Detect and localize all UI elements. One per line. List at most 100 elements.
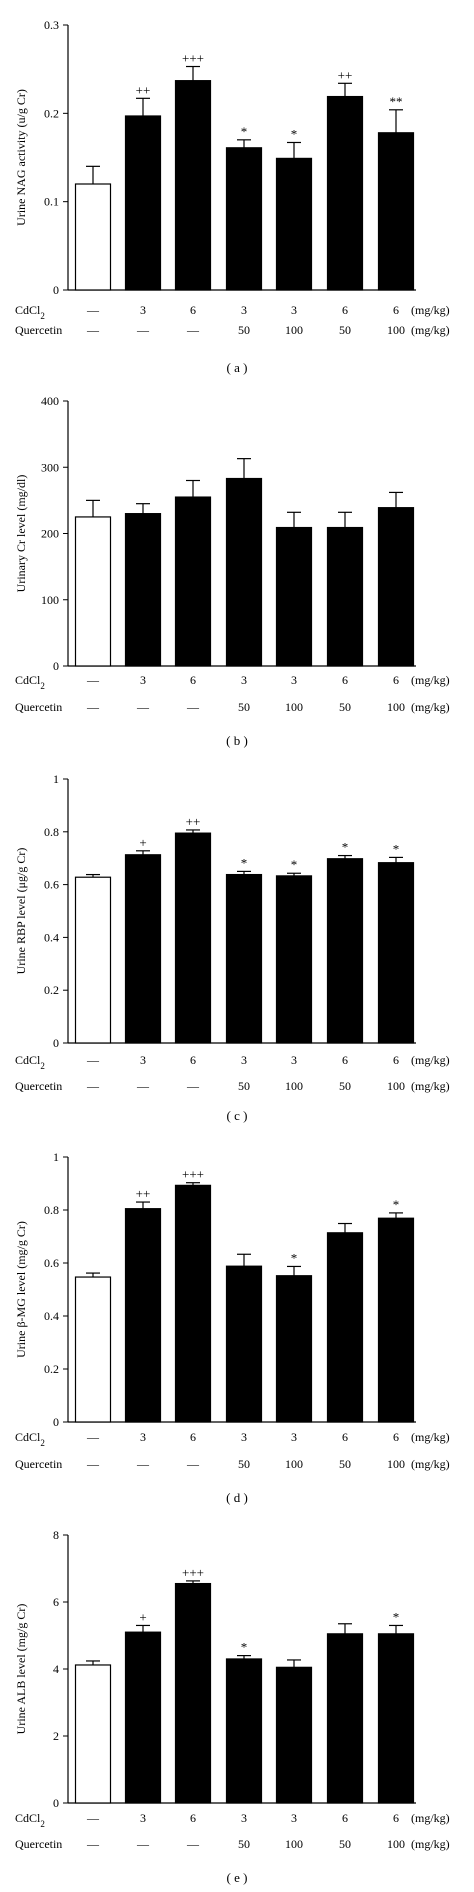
quercetin-unit: (mg/kg) <box>411 1837 450 1851</box>
significance-mark: * <box>241 124 248 139</box>
quercetin-unit: (mg/kg) <box>411 1079 450 1093</box>
bar <box>174 1582 212 1804</box>
bar <box>124 854 162 1044</box>
y-tick-label: 0 <box>53 1036 59 1050</box>
quercetin-dose: — <box>186 323 200 337</box>
cdcl2-dose: 6 <box>393 673 399 687</box>
bar <box>124 1631 162 1804</box>
quercetin-dose: — <box>136 323 150 337</box>
quercetin-dose: 100 <box>387 1079 405 1093</box>
y-axis-label: Urinary Cr level (mg/dl) <box>14 475 28 593</box>
bar <box>124 513 162 667</box>
chart-panel-2: 0 100 200 300 400 Urinary Cr level (mg/dl) CdC… <box>14 394 450 748</box>
y-tick-label: 0.2 <box>44 983 59 997</box>
significance-mark: * <box>393 1197 400 1212</box>
quercetin-dose: 50 <box>238 323 250 337</box>
quercetin-dose: — <box>186 1837 200 1851</box>
cdcl2-dose: 6 <box>342 1430 348 1444</box>
cdcl2-row-label: CdCl2 <box>15 303 45 321</box>
y-tick-label: 0.6 <box>44 1256 59 1270</box>
y-tick-label: 0 <box>53 1796 59 1810</box>
significance-mark: ++ <box>186 814 201 829</box>
bar <box>275 526 313 667</box>
cdcl2-dose: 6 <box>342 303 348 317</box>
y-tick-label: 0.2 <box>44 1362 59 1376</box>
cdcl2-unit: (mg/kg) <box>411 303 450 317</box>
bar <box>275 875 313 1044</box>
bar <box>124 1208 162 1423</box>
y-tick-label: 8 <box>53 1528 59 1542</box>
quercetin-dose: 50 <box>339 1079 351 1093</box>
quercetin-dose: 50 <box>339 1837 351 1851</box>
bar <box>225 477 263 667</box>
quercetin-dose: 50 <box>339 1457 351 1471</box>
y-tick-label: 0 <box>53 659 59 673</box>
chart-panel-3: 0 0.2 0.4 0.6 0.8 1 Urine RBP level (μg/g Cr) +… <box>14 772 450 1123</box>
significance-mark: ++ <box>338 67 353 82</box>
significance-mark: * <box>393 1609 400 1624</box>
quercetin-dose: 100 <box>285 1457 303 1471</box>
cdcl2-unit: (mg/kg) <box>411 673 450 687</box>
quercetin-row-label: Quercetin <box>15 1837 62 1851</box>
significance-mark: * <box>291 126 298 141</box>
cdcl2-dose: 3 <box>140 303 146 317</box>
y-axis-label: Urine ALB level (mg/g Cr) <box>14 1604 28 1735</box>
cdcl2-dose: — <box>86 1430 100 1444</box>
y-tick-label: 0.4 <box>44 930 59 944</box>
y-tick-label: 0 <box>53 283 59 297</box>
significance-mark: ++ <box>136 82 151 97</box>
quercetin-dose: 100 <box>285 1837 303 1851</box>
quercetin-dose: — <box>86 1457 100 1471</box>
y-tick-label: 1 <box>53 772 59 786</box>
cdcl2-dose: 6 <box>190 1053 196 1067</box>
significance-mark: +++ <box>182 1167 204 1182</box>
quercetin-dose: — <box>186 1079 200 1093</box>
bar <box>326 526 364 667</box>
panel-label: ( a ) <box>227 360 248 375</box>
bar <box>74 1276 112 1423</box>
bar <box>124 115 162 291</box>
quercetin-row-label: Quercetin <box>15 1457 62 1471</box>
quercetin-row-label: Quercetin <box>15 700 62 714</box>
quercetin-dose: 100 <box>387 323 405 337</box>
quercetin-dose: — <box>186 700 200 714</box>
bar <box>174 1184 212 1423</box>
y-axis-label: Urine β-MG level (mg/g Cr) <box>14 1221 28 1358</box>
cdcl2-dose: 6 <box>393 1053 399 1067</box>
cdcl2-dose: — <box>86 1053 100 1067</box>
cdcl2-row-label: CdCl2 <box>15 673 45 691</box>
panel-label: ( b ) <box>226 733 248 748</box>
cdcl2-row-label: CdCl2 <box>15 1430 45 1448</box>
quercetin-dose: 100 <box>387 1457 405 1471</box>
y-tick-label: 0.6 <box>44 878 59 892</box>
significance-mark: * <box>291 857 298 872</box>
bar <box>326 1633 364 1804</box>
cdcl2-dose: — <box>86 673 100 687</box>
cdcl2-dose: 3 <box>140 1430 146 1444</box>
y-tick-label: 0 <box>53 1415 59 1429</box>
bar <box>74 876 112 1044</box>
cdcl2-dose: 6 <box>342 1811 348 1825</box>
y-axis-label: Urine RBP level (μg/g Cr) <box>14 848 28 975</box>
quercetin-dose: — <box>86 323 100 337</box>
quercetin-dose: 50 <box>238 700 250 714</box>
bar <box>225 1265 263 1423</box>
cdcl2-unit: (mg/kg) <box>411 1811 450 1825</box>
quercetin-dose: 50 <box>339 700 351 714</box>
significance-mark: + <box>139 835 146 850</box>
quercetin-dose: 50 <box>339 323 351 337</box>
bar <box>174 832 212 1044</box>
bar <box>326 858 364 1044</box>
bar <box>174 496 212 667</box>
significance-mark: * <box>291 1250 298 1265</box>
cdcl2-dose: 6 <box>190 673 196 687</box>
significance-mark: * <box>342 840 349 855</box>
significance-mark: ++ <box>136 1186 151 1201</box>
bar <box>377 132 415 291</box>
cdcl2-row-label: CdCl2 <box>15 1053 45 1071</box>
y-axis-label: Urine NAG activity (u/g Cr) <box>14 89 28 226</box>
bar <box>74 516 112 667</box>
y-tick-label: 0.4 <box>44 1309 59 1323</box>
y-tick-label: 1 <box>53 1150 59 1164</box>
